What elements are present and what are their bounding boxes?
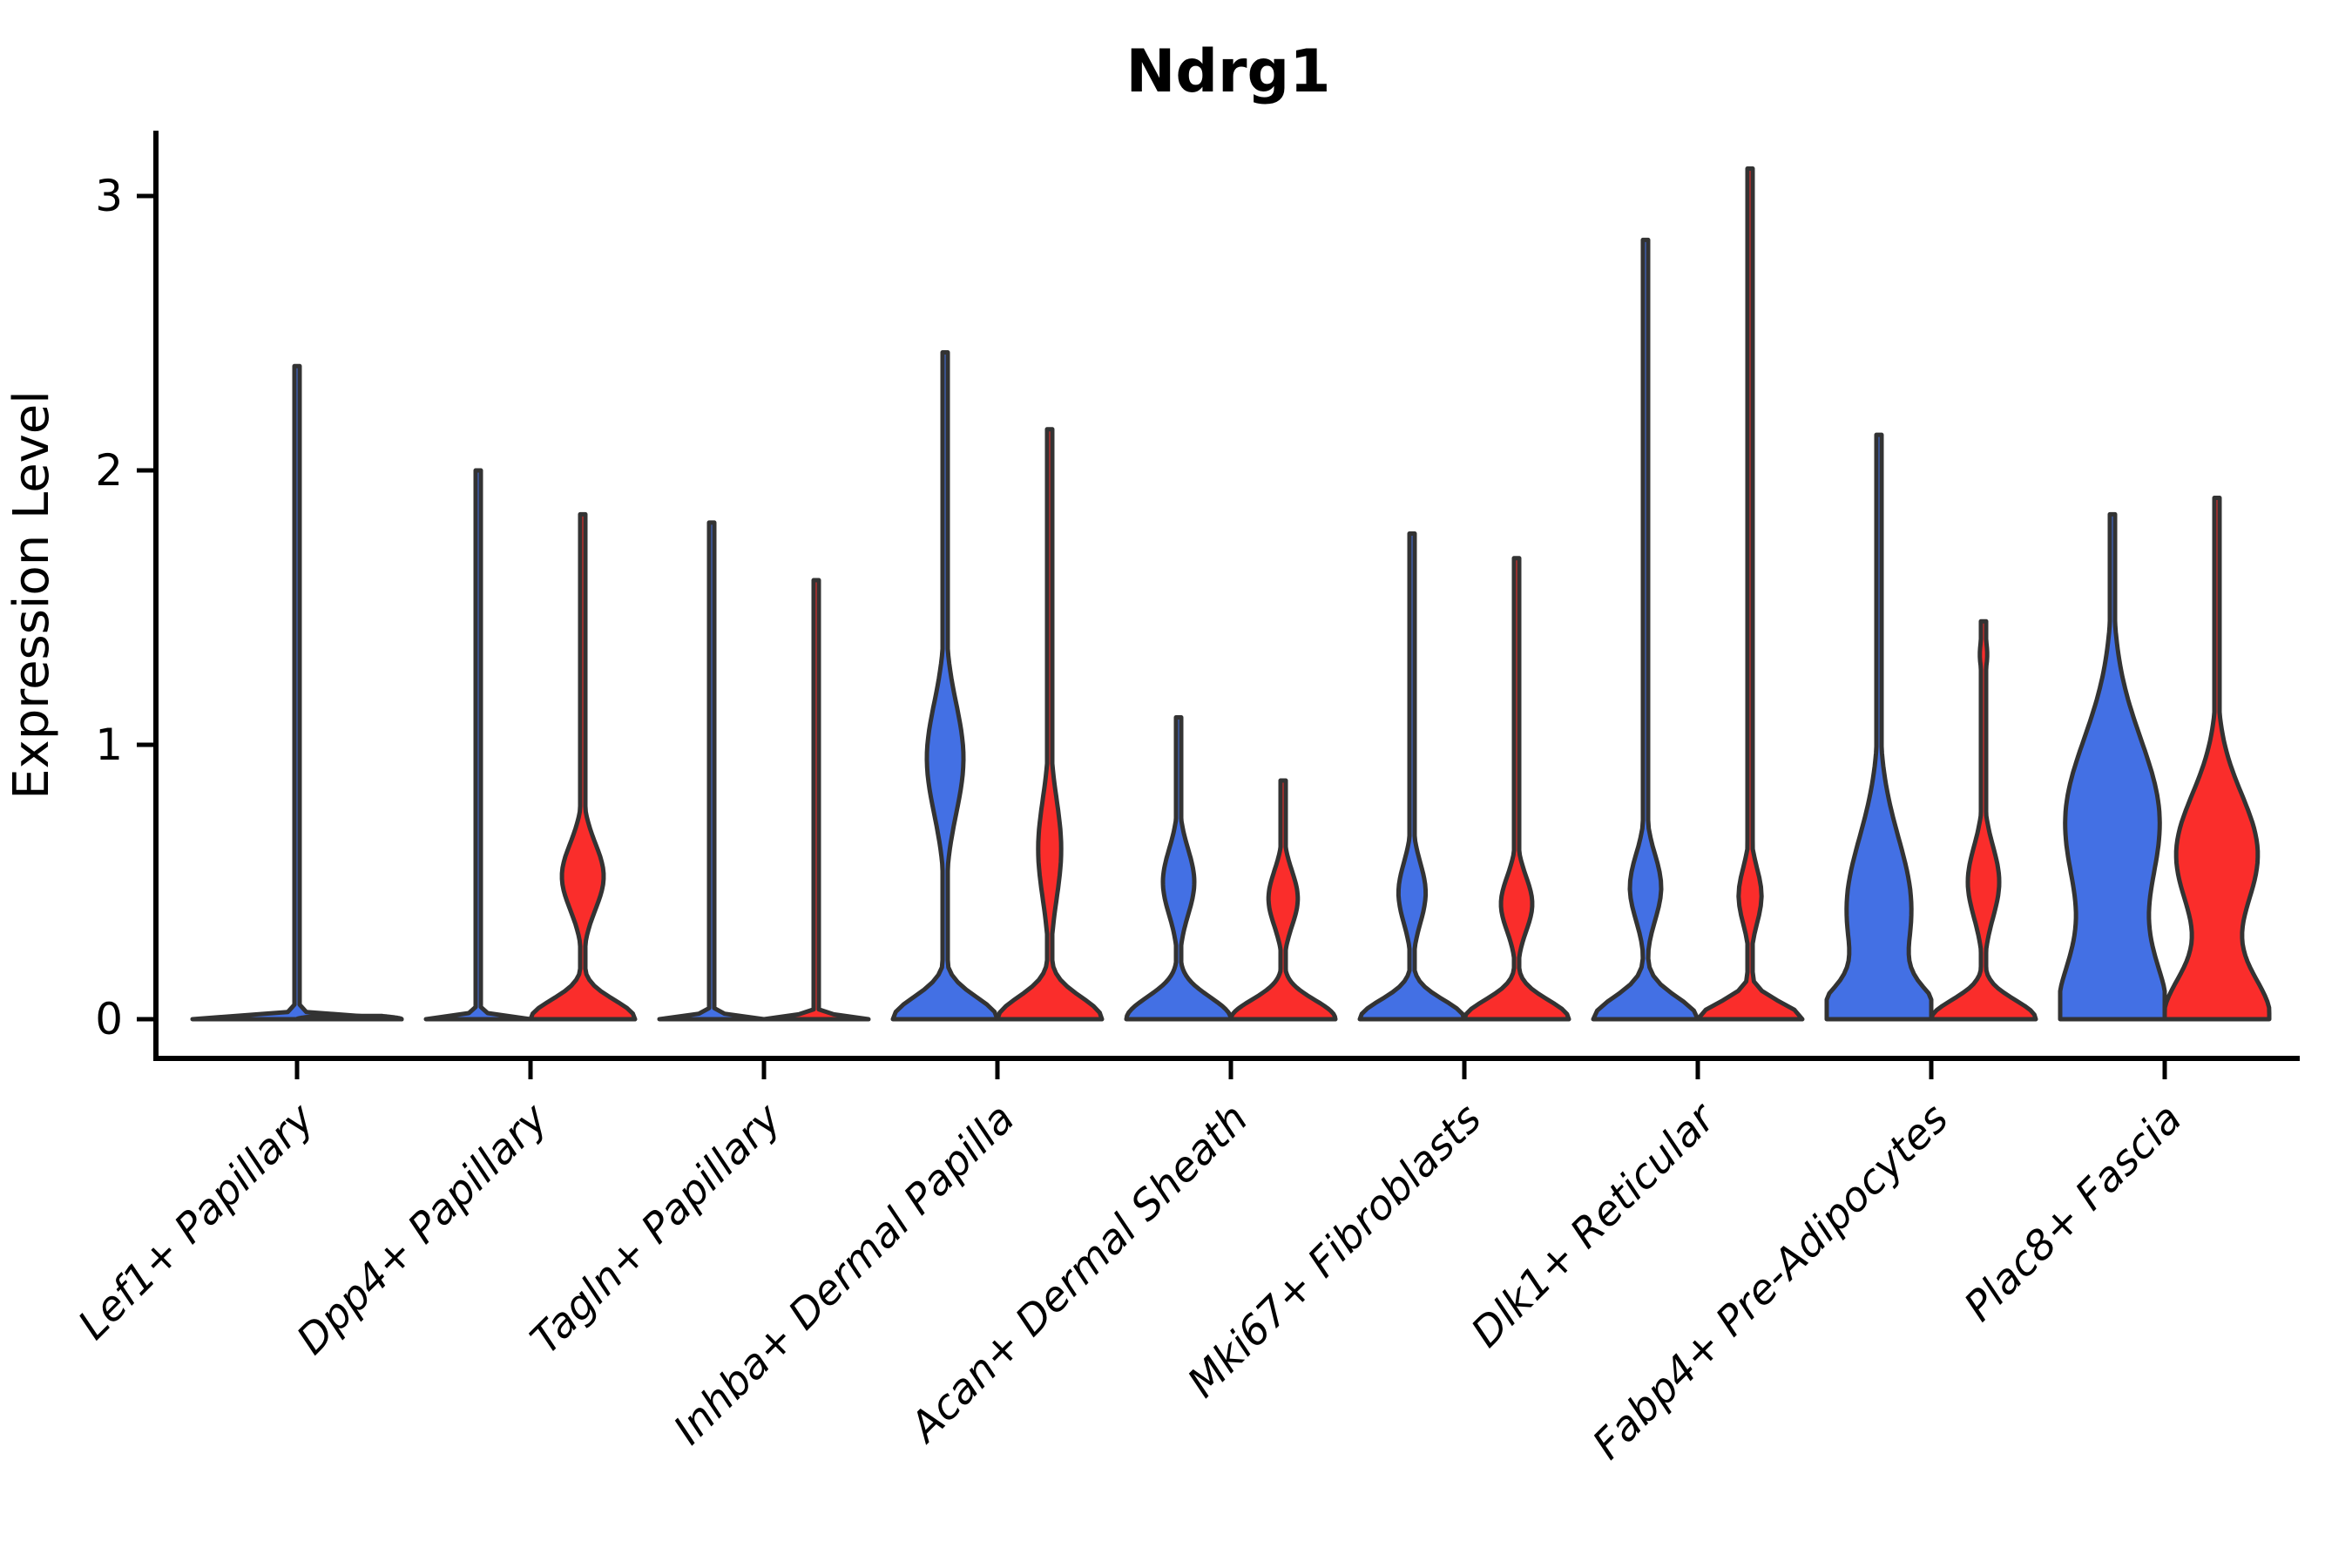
violin-red-6 [1695,166,1805,1022]
y-axis-label: Expression Level [3,390,60,800]
violin-blue-4 [1124,715,1233,1022]
chart-title: Ndrg1 [1125,37,1330,106]
violin-red-5 [1462,556,1571,1022]
y-tick-label: 2 [95,445,123,496]
violin-red-4 [1228,778,1338,1022]
violin-red-0 [294,1013,404,1022]
x-tick-label: Plac8+ Fascia [1955,1095,2191,1331]
x-tick-label: Dpp4+ Papillary [287,1094,558,1364]
x-tick-label: Tagln+ Papillary [522,1094,792,1364]
violin-blue-8 [2058,511,2167,1022]
y-tick-label: 0 [95,994,123,1044]
violin-red-3 [995,427,1105,1022]
violin-red-8 [2162,496,2272,1022]
violin-red-2 [761,578,871,1022]
y-tick-label: 3 [95,171,123,221]
y-tick-label: 1 [95,720,123,770]
x-tick-label: Lef1+ Papillary [69,1094,324,1349]
x-tick-label: Dlk1+ Reticular [1463,1093,1727,1357]
violin-blue-2 [657,520,767,1022]
violin-blue-7 [1824,432,1934,1022]
violin-red-1 [528,511,638,1022]
violin-blue-1 [423,468,533,1022]
violin-blue-3 [890,350,1000,1022]
violin-blue-6 [1591,237,1700,1022]
violin-blue-0 [190,363,404,1022]
violin-red-7 [1929,618,2038,1022]
violin-blue-5 [1357,531,1467,1022]
